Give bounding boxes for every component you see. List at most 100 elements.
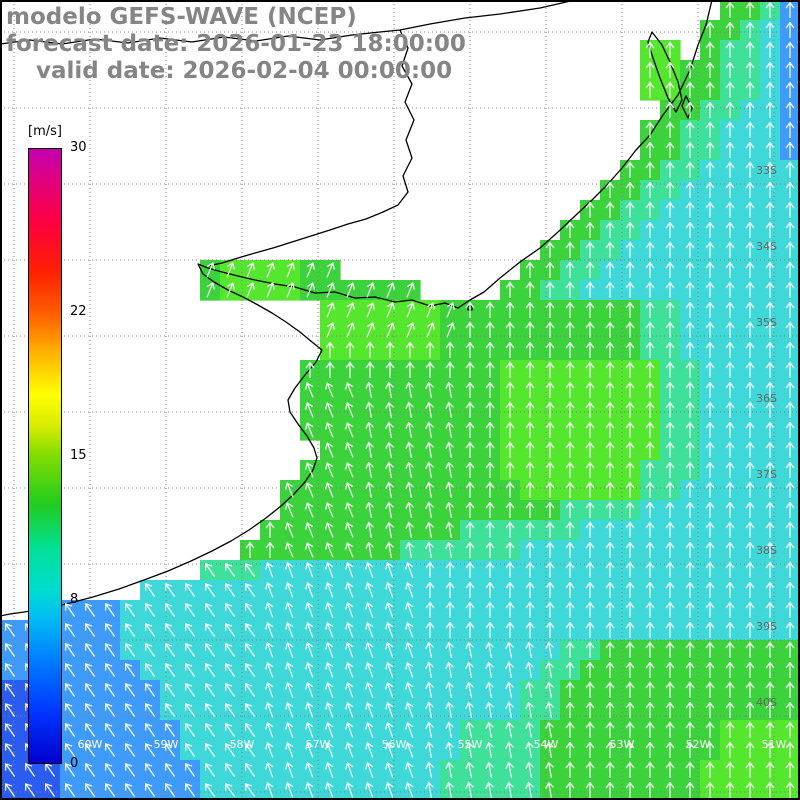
- direction-arrow: [505, 421, 515, 439]
- direction-arrow: [705, 101, 715, 119]
- direction-arrow: [545, 741, 554, 758]
- direction-arrow: [385, 621, 394, 638]
- direction-arrow: [745, 201, 755, 219]
- direction-arrow: [445, 701, 454, 718]
- direction-arrow: [165, 743, 175, 757]
- direction-arrow: [365, 741, 374, 758]
- direction-arrow: [725, 521, 735, 539]
- direction-arrow: [725, 601, 735, 619]
- direction-arrow: [565, 241, 575, 259]
- direction-arrow: [385, 721, 394, 738]
- direction-arrow: [685, 621, 695, 639]
- direction-arrow: [465, 481, 475, 499]
- coastline-path: [647, 31, 683, 113]
- direction-arrow: [585, 761, 595, 779]
- direction-arrow: [525, 581, 535, 599]
- direction-arrow: [605, 421, 615, 439]
- direction-arrow: [105, 703, 115, 717]
- direction-arrow: [625, 641, 635, 659]
- direction-arrow: [645, 41, 655, 59]
- direction-arrow: [305, 701, 314, 718]
- direction-arrow: [305, 482, 314, 498]
- direction-arrow: [465, 381, 475, 399]
- direction-arrow: [705, 681, 715, 699]
- direction-arrow: [365, 341, 375, 359]
- direction-arrow: [545, 681, 554, 698]
- direction-arrow: [665, 521, 675, 539]
- direction-arrow: [425, 581, 435, 599]
- direction-arrow: [625, 481, 635, 499]
- direction-arrow: [705, 221, 715, 239]
- direction-arrow: [385, 441, 394, 458]
- direction-arrow: [625, 301, 635, 319]
- direction-arrow: [345, 581, 354, 598]
- direction-arrow: [385, 521, 394, 538]
- direction-arrow: [405, 601, 414, 618]
- direction-arrow: [405, 521, 414, 538]
- direction-arrow: [545, 581, 555, 599]
- direction-arrow: [605, 381, 615, 399]
- direction-arrow: [365, 361, 375, 379]
- direction-arrow: [765, 261, 775, 279]
- direction-arrow: [245, 783, 255, 797]
- direction-arrow: [85, 643, 95, 657]
- direction-arrow: [405, 381, 414, 398]
- direction-arrow: [445, 681, 454, 698]
- direction-arrow: [165, 643, 175, 657]
- direction-arrow: [725, 321, 735, 339]
- direction-arrow: [185, 643, 195, 657]
- direction-arrow: [705, 161, 715, 179]
- direction-arrow: [345, 761, 354, 778]
- direction-arrow: [425, 561, 435, 579]
- direction-arrow: [585, 781, 595, 799]
- direction-arrow: [745, 561, 755, 579]
- direction-arrow: [465, 661, 474, 678]
- direction-arrow: [725, 261, 735, 279]
- direction-arrow: [645, 761, 655, 779]
- direction-arrow: [785, 281, 795, 299]
- direction-arrow: [325, 641, 334, 658]
- direction-arrow: [645, 741, 655, 759]
- direction-arrow: [585, 301, 595, 319]
- direction-arrow: [545, 361, 555, 379]
- direction-arrow: [445, 361, 455, 379]
- direction-arrow: [785, 561, 795, 579]
- direction-arrow: [765, 661, 775, 679]
- direction-arrow: [465, 781, 474, 798]
- direction-arrow: [285, 741, 294, 758]
- direction-arrow: [585, 601, 595, 619]
- direction-arrow: [305, 681, 314, 698]
- direction-arrow: [405, 621, 414, 638]
- direction-arrow: [705, 641, 715, 659]
- latitude-label: 33S: [756, 164, 777, 177]
- direction-arrow: [485, 581, 495, 599]
- latitude-label: 35S: [756, 316, 777, 329]
- direction-arrow: [225, 583, 235, 597]
- direction-arrow: [645, 541, 655, 559]
- direction-arrow: [185, 603, 195, 617]
- direction-arrow: [745, 61, 755, 79]
- direction-arrow: [365, 581, 374, 598]
- direction-arrow: [505, 761, 514, 778]
- direction-arrow: [505, 361, 515, 379]
- direction-arrow: [505, 561, 515, 579]
- direction-arrow: [285, 621, 294, 638]
- direction-arrow: [5, 683, 15, 697]
- direction-arrow: [285, 641, 294, 658]
- direction-arrow: [685, 221, 695, 239]
- direction-arrow: [285, 721, 294, 738]
- direction-arrow: [445, 541, 454, 558]
- direction-arrow: [725, 181, 735, 199]
- direction-arrow: [545, 421, 555, 439]
- direction-arrow: [305, 542, 314, 558]
- direction-arrow: [265, 701, 274, 718]
- direction-arrow: [345, 422, 354, 438]
- direction-arrow: [585, 541, 595, 559]
- latitude-label: 34S: [756, 240, 777, 253]
- direction-arrow: [505, 381, 515, 399]
- direction-arrow: [185, 723, 195, 737]
- direction-arrow: [346, 282, 355, 298]
- direction-arrow: [605, 641, 615, 659]
- direction-arrow: [385, 681, 394, 698]
